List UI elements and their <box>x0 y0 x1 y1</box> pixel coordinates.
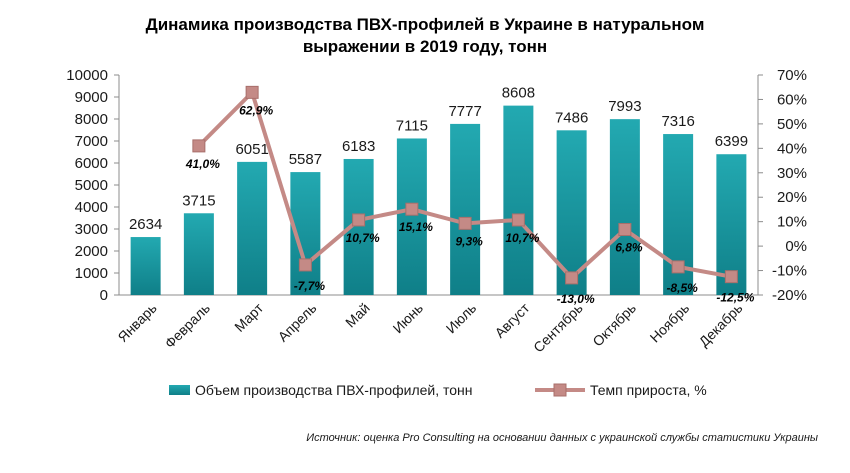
bar <box>183 213 214 295</box>
line-value-label: -7,7% <box>294 279 326 293</box>
right-tick-label: 40% <box>777 140 807 157</box>
bar-value-label: 6051 <box>235 141 268 158</box>
legend-line-marker <box>553 383 567 397</box>
right-tick-label: -10% <box>772 263 807 280</box>
line-point <box>618 222 632 236</box>
legend: Объем производства ПВХ-профилей, тонн Те… <box>169 382 707 398</box>
right-tick-label: 10% <box>777 214 807 231</box>
line-point <box>724 270 738 284</box>
bar <box>396 138 427 295</box>
chart-title-line-1: Динамика производства ПВХ-профилей в Укр… <box>146 15 705 34</box>
category-label: Декабрь <box>696 300 746 350</box>
line-point <box>565 271 579 285</box>
left-tick-label: 2000 <box>75 243 108 260</box>
category-label: Август <box>491 299 533 341</box>
right-tick-label: 50% <box>777 116 807 133</box>
category-label: Февраль <box>161 300 213 352</box>
category-labels: Январь Февраль Март Апрель Май Июнь Июль Август… <box>114 299 745 355</box>
right-tick-label: 30% <box>777 165 807 182</box>
chart-title-line-2: выражении в 2019 году, тонн <box>303 37 547 56</box>
category-label: Март <box>231 299 266 334</box>
right-tick-label: 20% <box>777 189 807 206</box>
line-value-label: 41,0% <box>185 157 220 171</box>
line-value-label: 10,7% <box>505 231 539 245</box>
line-value-label: 10,7% <box>346 231 380 245</box>
line-point <box>298 258 312 272</box>
line-value-label: 62,9% <box>239 103 273 117</box>
bar-value-label: 2634 <box>129 216 162 233</box>
left-tick-label: 3000 <box>75 221 108 238</box>
axes <box>118 75 759 296</box>
left-tick-label: 9000 <box>75 89 108 106</box>
category-label: Апрель <box>275 300 320 345</box>
bar-value-label: 7115 <box>396 117 428 134</box>
bar-value-label: 7777 <box>448 103 481 120</box>
line-value-label: 15,1% <box>399 220 433 234</box>
bar <box>503 105 534 296</box>
category-label: Ноябрь <box>647 300 693 346</box>
category-label: Октябрь <box>589 300 639 350</box>
right-tick-label: 0% <box>785 238 807 255</box>
line-series <box>192 85 738 285</box>
left-axis-ticks: 0 1000 2000 3000 4000 5000 6000 7000 8000 9000 100… <box>66 67 119 304</box>
legend-line-label: Темп прироста, % <box>590 382 707 398</box>
line-value-label: -12,5% <box>716 291 754 305</box>
bar-value-label: 7993 <box>608 98 641 115</box>
right-axis-ticks: -20% -10% 0% 10% 20% 30% 40% 50% 60% 70% <box>758 67 807 304</box>
bar-value-label: 3715 <box>182 192 215 209</box>
bar <box>609 119 640 296</box>
bar-value-label: 6183 <box>342 138 375 155</box>
legend-bar-label: Объем производства ПВХ-профилей, тонн <box>195 382 473 398</box>
left-tick-label: 7000 <box>75 133 108 150</box>
line-value-label: -8,5% <box>666 281 698 295</box>
left-tick-label: 10000 <box>66 67 108 84</box>
line-value-labels: 41,0% 62,9% -7,7% 10,7% 15,1% 9,3% 10,7% -13,0%… <box>185 103 755 306</box>
category-label: Сентябрь <box>530 300 586 356</box>
left-tick-label: 1000 <box>75 265 108 282</box>
line-point <box>671 260 685 274</box>
line-point <box>405 202 419 216</box>
line-value-label: 6,8% <box>615 240 643 254</box>
category-label: Июль <box>443 300 480 337</box>
source-note: Источник: оценка Pro Consulting на основ… <box>306 432 818 444</box>
left-tick-label: 5000 <box>75 177 108 194</box>
right-tick-label: -20% <box>772 287 807 304</box>
right-tick-label: 60% <box>777 91 807 108</box>
bar-value-label: 5587 <box>289 151 322 168</box>
line-point <box>458 216 472 230</box>
category-label: Январь <box>114 300 159 345</box>
left-tick-label: 4000 <box>75 199 108 216</box>
bar <box>237 161 268 295</box>
line-value-label: -13,0% <box>557 292 595 306</box>
bar-value-labels: 2634 3715 6051 5587 6183 7115 7777 8608 7486 7993… <box>129 85 748 233</box>
line-point <box>192 139 206 153</box>
legend-bar-swatch <box>169 385 190 395</box>
bar-value-label: 7486 <box>555 109 588 126</box>
bar <box>130 237 161 295</box>
right-tick-label: 70% <box>777 67 807 84</box>
left-tick-label: 6000 <box>75 155 108 172</box>
line-point <box>511 213 525 227</box>
category-label: Май <box>342 300 373 331</box>
category-label: Июнь <box>390 300 426 336</box>
line-point <box>245 85 259 99</box>
bar-series <box>130 105 747 296</box>
bar-value-label: 8608 <box>502 85 535 102</box>
bar-value-label: 7316 <box>661 113 694 130</box>
line-point <box>352 213 366 227</box>
left-tick-label: 0 <box>100 287 108 304</box>
bar <box>450 123 481 295</box>
left-tick-label: 8000 <box>75 111 108 128</box>
line-value-label: 9,3% <box>455 234 483 248</box>
bar-value-label: 6399 <box>715 133 748 150</box>
